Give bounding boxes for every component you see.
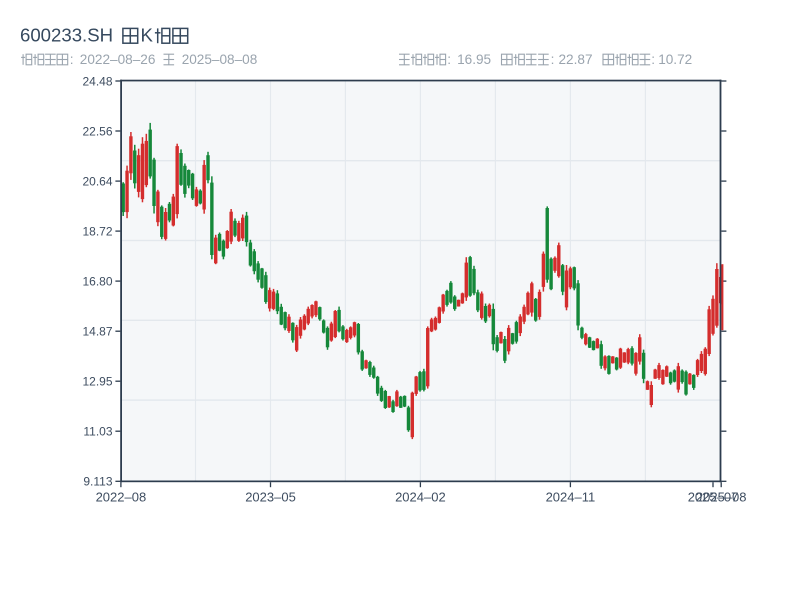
svg-text::: : <box>651 52 655 67</box>
svg-text:2025–08–08: 2025–08–08 <box>182 52 258 67</box>
svg-text:12.95: 12.95 <box>82 375 112 389</box>
svg-text:2025–07: 2025–07 <box>688 490 739 505</box>
svg-text:2022–08: 2022–08 <box>96 490 147 505</box>
svg-text:2023–05: 2023–05 <box>245 490 296 505</box>
svg-text:16.95: 16.95 <box>457 52 491 67</box>
svg-text:9.113: 9.113 <box>83 475 112 489</box>
svg-text:2025–08: 2025–08 <box>696 490 747 505</box>
svg-text:16.80: 16.80 <box>82 274 112 288</box>
svg-text:K: K <box>141 25 154 46</box>
svg-text::: : <box>70 52 74 67</box>
svg-text:18.72: 18.72 <box>82 224 112 238</box>
svg-text:11.03: 11.03 <box>83 425 112 439</box>
svg-text:10.72: 10.72 <box>658 52 692 67</box>
svg-text:2022–08–26: 2022–08–26 <box>80 52 156 67</box>
svg-text:20.64: 20.64 <box>82 174 112 188</box>
svg-text::: : <box>551 52 555 67</box>
svg-text:24.48: 24.48 <box>82 74 112 88</box>
svg-text:600233.SH: 600233.SH <box>20 25 113 46</box>
svg-text:22.87: 22.87 <box>559 52 593 67</box>
svg-text:14.87: 14.87 <box>82 325 112 339</box>
svg-text:2024–02: 2024–02 <box>395 490 446 505</box>
svg-text::: : <box>447 52 451 67</box>
svg-text:22.56: 22.56 <box>82 124 112 138</box>
svg-text:2024–11: 2024–11 <box>546 490 596 505</box>
